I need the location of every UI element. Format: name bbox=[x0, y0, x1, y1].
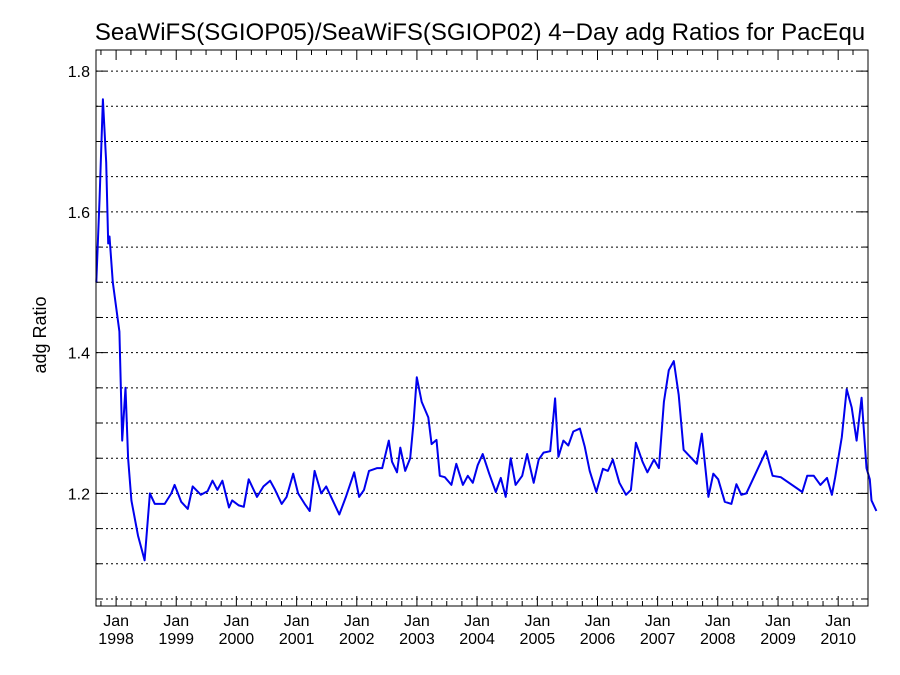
y-tick-label: 1.8 bbox=[68, 64, 90, 81]
y-tick-label: 1.2 bbox=[68, 486, 90, 503]
x-tick-month: Jan bbox=[223, 613, 249, 630]
y-axis-label: adg Ratio bbox=[30, 296, 50, 373]
y-tick-label: 1.6 bbox=[68, 205, 90, 222]
x-tick-month: Jan bbox=[284, 613, 310, 630]
x-tick-year: 2001 bbox=[279, 631, 315, 648]
x-tick-year: 1998 bbox=[98, 631, 134, 648]
y-tick-label: 1.4 bbox=[68, 346, 90, 363]
x-tick-year: 2006 bbox=[580, 631, 616, 648]
plot-frame bbox=[95, 49, 869, 607]
x-tick-month: Jan bbox=[765, 613, 791, 630]
x-tick-month: Jan bbox=[585, 613, 611, 630]
x-tick-month: Jan bbox=[825, 613, 851, 630]
x-tick-year: 2010 bbox=[820, 631, 856, 648]
x-tick-month: Jan bbox=[103, 613, 129, 630]
x-tick-year: 2002 bbox=[339, 631, 375, 648]
gridlines bbox=[96, 70, 868, 600]
x-tick-year: 2000 bbox=[219, 631, 255, 648]
x-tick-year: 2004 bbox=[459, 631, 495, 648]
x-tick-year: 2009 bbox=[760, 631, 796, 648]
x-tick-month: Jan bbox=[705, 613, 731, 630]
x-tick-year: 1999 bbox=[158, 631, 194, 648]
series-layer bbox=[95, 98, 878, 562]
x-tick-year: 2003 bbox=[399, 631, 435, 648]
x-tick-year: 2005 bbox=[520, 631, 556, 648]
x-tick-year: 2008 bbox=[700, 631, 736, 648]
x-tick-month: Jan bbox=[524, 613, 550, 630]
x-tick-month: Jan bbox=[163, 613, 189, 630]
axis-ticks: 1.21.41.61.8Jan1998Jan1999Jan2000Jan2001… bbox=[68, 50, 869, 648]
x-tick-month: Jan bbox=[344, 613, 370, 630]
series-line bbox=[95, 98, 878, 562]
x-tick-year: 2007 bbox=[640, 631, 676, 648]
chart-title: SeaWiFS(SGIOP05)/SeaWiFS(SGIOP02) 4−Day … bbox=[95, 19, 865, 46]
x-tick-month: Jan bbox=[404, 613, 430, 630]
x-tick-month: Jan bbox=[645, 613, 671, 630]
x-tick-month: Jan bbox=[464, 613, 490, 630]
